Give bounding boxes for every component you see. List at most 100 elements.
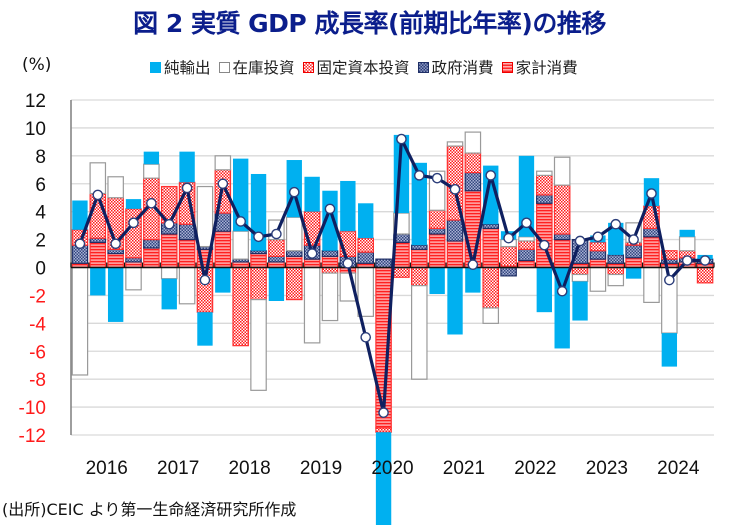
bar-segment-household (643, 236, 660, 269)
legend-label: 純輸出 (164, 59, 211, 77)
bar-segment-fixed-investment (232, 266, 249, 347)
bar-segment-net-exports (375, 432, 392, 525)
y-tick-label: 2 (35, 231, 46, 252)
bar-segment-government (428, 227, 446, 235)
bar-segment-household (160, 233, 178, 269)
y-axis-ticks: 12 10 8 6 4 2 0 -2 -4 -6 -8 -10 -12 (19, 91, 47, 447)
bar-segment-household (125, 261, 142, 269)
bar-segment-net-exports (90, 267, 106, 296)
bar-segment-fixed-investment (500, 245, 517, 267)
bar-segment-government (143, 238, 160, 249)
bar-segment-inventory (250, 299, 267, 391)
bar-segment-net-exports (197, 312, 213, 346)
bar-segment-inventory (411, 285, 428, 380)
bar-segment-inventory (536, 170, 553, 176)
x-tick-label: 2022 (514, 458, 556, 479)
gdp-data-point (306, 248, 318, 259)
legend-swatch-net-exports (150, 61, 161, 73)
gdp-data-point (74, 238, 86, 250)
bar-segment-fixed-investment (518, 240, 535, 250)
y-axis-unit-label: (%) (22, 55, 52, 75)
gdp-data-point (396, 133, 407, 145)
bar-segment-net-exports (107, 267, 124, 322)
bar-segment-government (607, 254, 625, 264)
bar-segment-fixed-investment (393, 266, 410, 278)
bar-segment-government (411, 244, 428, 250)
bar-segment-household (303, 258, 321, 269)
bar-segment-fixed-investment (696, 266, 714, 284)
gdp-data-point (521, 217, 532, 229)
gdp-data-point (360, 331, 372, 343)
gdp-data-point (128, 217, 139, 229)
gdp-data-point (413, 170, 425, 181)
y-tick-label: 10 (25, 119, 46, 140)
gdp-data-point (646, 188, 657, 199)
bar-segment-household (107, 252, 124, 269)
bar-segment-net-exports (125, 199, 142, 209)
bar-segment-fixed-investment (321, 266, 339, 274)
bar-segment-government (446, 219, 464, 242)
gdp-data-point (235, 216, 246, 227)
x-tick-label: 2021 (443, 458, 485, 479)
y-tick-label: -6 (29, 342, 46, 363)
gdp-line (74, 133, 711, 418)
bar-segment-inventory (178, 266, 196, 305)
bar-segment-net-exports (465, 267, 481, 293)
bar-segment-net-exports (679, 229, 695, 237)
bar-segment-fixed-investment (607, 266, 625, 276)
gdp-data-point (467, 259, 479, 271)
bar-segment-net-exports (661, 333, 678, 367)
bar-segment-net-exports (340, 180, 356, 232)
y-tick-label: -2 (29, 286, 46, 307)
bar-segment-fixed-investment (571, 266, 589, 276)
gdp-data-point (271, 228, 282, 240)
y-tick-label: 6 (35, 175, 46, 196)
legend-label: 在庫投資 (232, 59, 295, 77)
bar-segment-fixed-investment (411, 266, 428, 287)
bar-segment-inventory (553, 156, 571, 186)
legend: 純輸出 在庫投資 固定資本投資 政府消費 家計消費 (150, 56, 578, 78)
gdp-data-point (146, 197, 157, 209)
gdp-data-point (556, 285, 568, 297)
bar-segment-household (268, 261, 285, 269)
bar-segment-government (268, 255, 285, 263)
bar-segment-government (89, 237, 107, 243)
bar-segment-government (375, 258, 392, 269)
bar-segment-government (357, 251, 374, 264)
bar-segment-net-exports (625, 267, 642, 279)
bar-segment-net-exports (608, 222, 624, 255)
legend-swatch-government (417, 61, 429, 73)
x-tick-label: 2017 (157, 458, 199, 479)
legend-label: 家計消費 (515, 59, 578, 77)
bar-segment-inventory (143, 163, 160, 179)
x-tick-label: 2020 (371, 458, 413, 479)
gdp-data-point (485, 170, 497, 181)
bar-segment-government (536, 194, 553, 204)
bar-segment-household (625, 257, 642, 269)
bar-segment-net-exports (572, 281, 588, 321)
bar-segment-government (553, 233, 571, 241)
gdp-data-point (92, 189, 104, 201)
bar-segment-inventory (321, 272, 339, 322)
bar-segment-net-exports (304, 176, 320, 212)
bar-segment-inventory (464, 131, 482, 154)
gdp-data-point (449, 184, 461, 195)
bar-segment-household (393, 241, 410, 269)
y-tick-label: 12 (25, 91, 46, 112)
gdp-data-point (681, 255, 693, 266)
bar-segment-net-exports (429, 267, 445, 295)
gdp-data-point (342, 258, 354, 269)
gdp-data-point (217, 178, 229, 190)
legend-swatch-inventory (218, 61, 230, 73)
bar-segment-government (178, 223, 196, 241)
chart-title: 図 2 実質 GDP 成長率(前期比年率)の推移 (133, 9, 606, 38)
bar-segment-inventory (71, 266, 89, 376)
bar-segment-net-exports (483, 165, 499, 225)
bar-segment-inventory (107, 176, 124, 199)
bar-segment-inventory (196, 185, 214, 248)
legend-item-net-exports: 純輸出 (150, 56, 211, 78)
bar-segment-government (500, 266, 517, 277)
bar-segment-net-exports (358, 203, 374, 239)
bar-segment-household (89, 241, 107, 269)
bar-segment-fixed-investment (250, 266, 267, 301)
